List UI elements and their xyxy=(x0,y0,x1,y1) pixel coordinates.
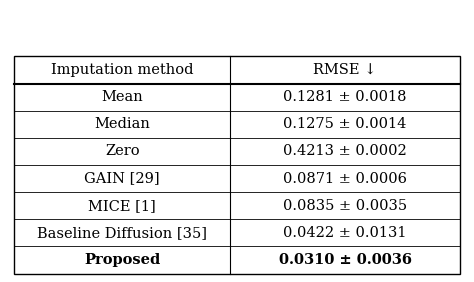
Text: 0.0422 ± 0.0131: 0.0422 ± 0.0131 xyxy=(283,226,407,240)
Text: Zero: Zero xyxy=(105,144,139,158)
Text: GAIN [29]: GAIN [29] xyxy=(84,171,160,186)
Text: 0.0835 ± 0.0035: 0.0835 ± 0.0035 xyxy=(283,199,407,213)
Text: Proposed: Proposed xyxy=(84,253,160,267)
Text: Mean: Mean xyxy=(101,90,143,104)
Text: 0.4213 ± 0.0002: 0.4213 ± 0.0002 xyxy=(283,144,407,158)
Text: 0.0310 ± 0.0036: 0.0310 ± 0.0036 xyxy=(279,253,411,267)
Text: 0.1275 ± 0.0014: 0.1275 ± 0.0014 xyxy=(283,117,407,131)
Text: 0.1281 ± 0.0018: 0.1281 ± 0.0018 xyxy=(283,90,407,104)
Text: RMSE ↓: RMSE ↓ xyxy=(313,63,377,77)
Text: Median: Median xyxy=(94,117,150,131)
Text: Imputation method: Imputation method xyxy=(51,63,193,77)
Text: 0.0871 ± 0.0006: 0.0871 ± 0.0006 xyxy=(283,171,407,186)
Text: Baseline Diffusion [35]: Baseline Diffusion [35] xyxy=(37,226,207,240)
Text: MICE [1]: MICE [1] xyxy=(88,199,156,213)
